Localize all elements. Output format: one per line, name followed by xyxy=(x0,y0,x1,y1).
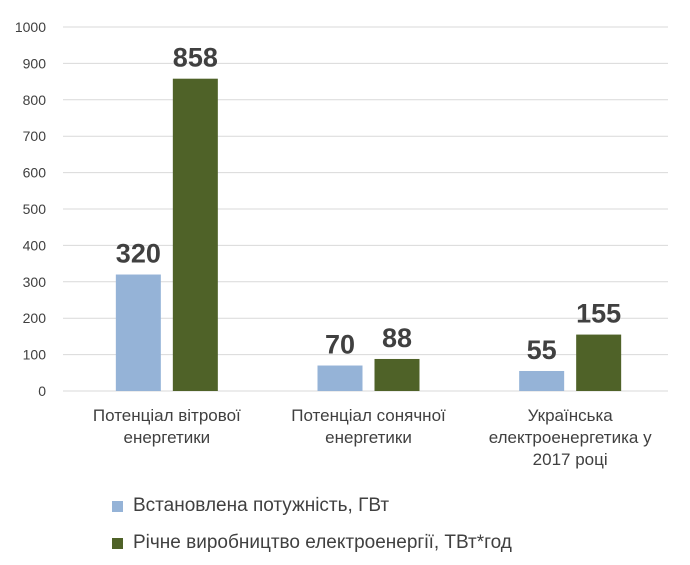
bar xyxy=(115,274,161,391)
y-tick-label: 700 xyxy=(23,128,47,144)
y-tick-label: 600 xyxy=(23,165,47,181)
category-label-line: електроенергетика у xyxy=(489,428,652,447)
category-label-line: Українська xyxy=(528,406,614,425)
data-label: 320 xyxy=(116,239,161,269)
legend-item-installed-capacity: Встановлена потужність, ГВт xyxy=(112,492,512,520)
category-label: Українська електроенергетика у 2017 році xyxy=(489,406,652,469)
data-label: 858 xyxy=(173,43,218,73)
category-label-line: 2017 році xyxy=(533,450,608,469)
legend-label-installed-capacity: Встановлена потужність, ГВт xyxy=(133,495,390,516)
y-tick-label: 400 xyxy=(23,237,47,253)
data-label: 70 xyxy=(325,330,355,360)
y-axis-ticks: 0 100 200 300 400 500 600 700 800 900 1000 xyxy=(15,19,46,399)
category-label-line: енергетики xyxy=(123,428,210,447)
y-tick-label: 300 xyxy=(23,274,47,290)
legend-swatch-installed-capacity xyxy=(112,500,123,512)
bars xyxy=(115,78,622,392)
data-labels: 320 858 70 88 55 155 xyxy=(116,43,621,365)
category-label-line: енергетики xyxy=(325,428,412,447)
legend: Встановлена потужність, ГВт Річне виробн… xyxy=(112,492,512,557)
data-label: 155 xyxy=(576,299,621,329)
bar xyxy=(519,370,565,391)
bar xyxy=(374,358,420,391)
category-label: Потенціал сонячної енергетики xyxy=(291,406,446,447)
y-tick-label: 800 xyxy=(23,92,47,108)
bar xyxy=(576,334,622,391)
data-label: 88 xyxy=(382,323,412,353)
data-label: 55 xyxy=(527,335,557,365)
y-tick-label: 100 xyxy=(23,347,47,363)
y-tick-label: 900 xyxy=(23,55,47,71)
bar xyxy=(317,365,363,391)
gridlines xyxy=(63,26,668,392)
legend-swatch-annual-generation xyxy=(112,537,123,549)
category-label: Потенціал вітрової енергетики xyxy=(93,406,241,447)
y-tick-label: 200 xyxy=(23,310,47,326)
y-tick-label: 500 xyxy=(23,201,47,217)
category-label-line: Потенціал вітрової xyxy=(93,406,241,425)
y-tick-label: 1000 xyxy=(15,19,46,35)
legend-label-annual-generation: Річне виробництво електроенергії, ТВт*го… xyxy=(133,532,512,553)
bar-chart: 0 100 200 300 400 500 600 700 800 900 1000 320 858 7… xyxy=(15,19,668,469)
category-label-line: Потенціал сонячної xyxy=(291,406,446,425)
bar xyxy=(172,78,218,392)
legend-item-annual-generation: Річне виробництво електроенергії, ТВт*го… xyxy=(112,529,512,557)
y-tick-label: 0 xyxy=(38,383,46,399)
